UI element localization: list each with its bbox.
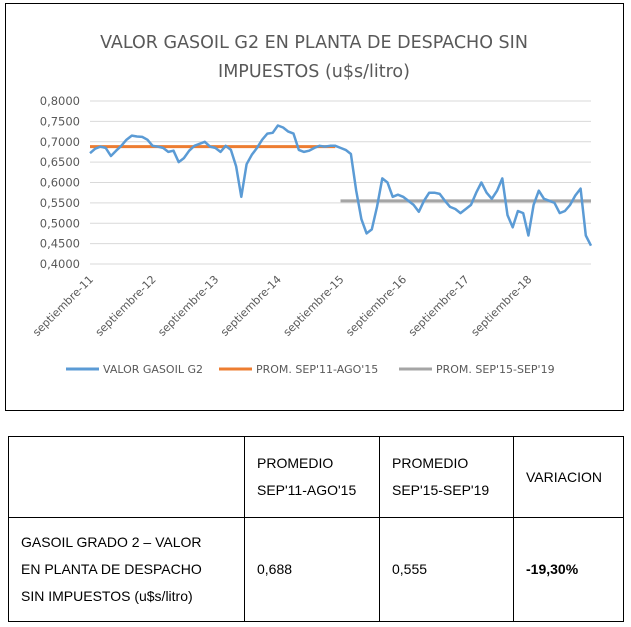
row-label-line-2: EN PLANTA DE DESPACHO (21, 561, 202, 577)
header-avg-2-line-1: PROMEDIO (392, 455, 469, 471)
y-tick-label: 0,5500 (40, 196, 80, 210)
header-avg-1-line-1: PROMEDIO (257, 455, 334, 471)
avg-1-value: 0,688 (244, 517, 380, 622)
x-tick-label: septiembre-16 (343, 273, 409, 339)
x-tick-label: septiembre-14 (218, 273, 284, 339)
y-tick-label: 0,6000 (40, 176, 80, 190)
y-tick-label: 0,4000 (40, 257, 80, 271)
variation-value: -19,30% (513, 517, 624, 622)
y-tick-label: 0,4500 (40, 237, 80, 251)
header-avg-1-line-2: SEP'11-AGO'15 (257, 482, 357, 498)
legend-label-gasoil: VALOR GASOIL G2 (103, 363, 203, 376)
row-label-cell: GASOIL GRADO 2 – VALOR EN PLANTA DE DESP… (8, 517, 245, 622)
header-cell-empty (8, 436, 245, 518)
chart-title-line-1: VALOR GASOIL G2 EN PLANTA DE DESPACHO SI… (100, 33, 528, 53)
y-tick-label: 0,7000 (40, 135, 80, 149)
table-header-row: PROMEDIO SEP'11-AGO'15 PROMEDIO SEP'15-S… (8, 436, 624, 518)
y-tick-label: 0,8000 (40, 94, 80, 108)
y-axis-ticks: 0,4000 0,4500 0,5000 0,5500 0,6000 0,6500 0,70… (40, 94, 80, 271)
chart-title-line-2: IMPUESTOS (u$s/litro) (218, 62, 410, 82)
x-tick-label: septiembre-17 (406, 273, 472, 339)
legend-label-prom-1: PROM. SEP'11-AGO'15 (256, 363, 378, 376)
legend: VALOR GASOIL G2 PROM. SEP'11-AGO'15 PROM… (66, 363, 555, 376)
header-cell-avg-2: PROMEDIO SEP'15-SEP'19 (379, 436, 514, 518)
chart-container: VALOR GASOIL G2 EN PLANTA DE DESPACHO SI… (5, 3, 624, 411)
gridlines (90, 100, 591, 265)
header-cell-avg-1: PROMEDIO SEP'11-AGO'15 (244, 436, 380, 518)
y-tick-label: 0,7500 (40, 114, 80, 128)
series-layer (89, 124, 593, 247)
summary-table: PROMEDIO SEP'11-AGO'15 PROMEDIO SEP'15-S… (8, 436, 624, 622)
y-tick-label: 0,6500 (40, 155, 80, 169)
row-label-line-3: SIN IMPUESTOS (u$s/litro) (21, 588, 193, 604)
row-label-line-1: GASOIL GRADO 2 – VALOR (21, 534, 202, 550)
x-tick-label: septiembre-13 (155, 273, 221, 339)
y-tick-label: 0,5000 (40, 216, 80, 230)
table-data-row: GASOIL GRADO 2 – VALOR EN PLANTA DE DESP… (8, 517, 624, 622)
x-tick-label: septiembre-12 (93, 273, 159, 339)
x-tick-label: septiembre-11 (30, 273, 96, 339)
header-avg-2-line-2: SEP'15-SEP'19 (392, 482, 490, 498)
x-axis-ticks: septiembre-11septiembre-12septiembre-13s… (30, 273, 534, 339)
avg-2-value: 0,555 (379, 517, 514, 622)
x-tick-label: septiembre-15 (281, 273, 347, 339)
legend-label-prom-2: PROM. SEP'15-SEP'19 (436, 363, 555, 376)
x-tick-label: septiembre-18 (468, 273, 534, 339)
series-line-gasoil (89, 124, 593, 247)
line-chart: VALOR GASOIL G2 EN PLANTA DE DESPACHO SI… (30, 33, 593, 376)
header-cell-variation: VARIACION (513, 436, 624, 518)
